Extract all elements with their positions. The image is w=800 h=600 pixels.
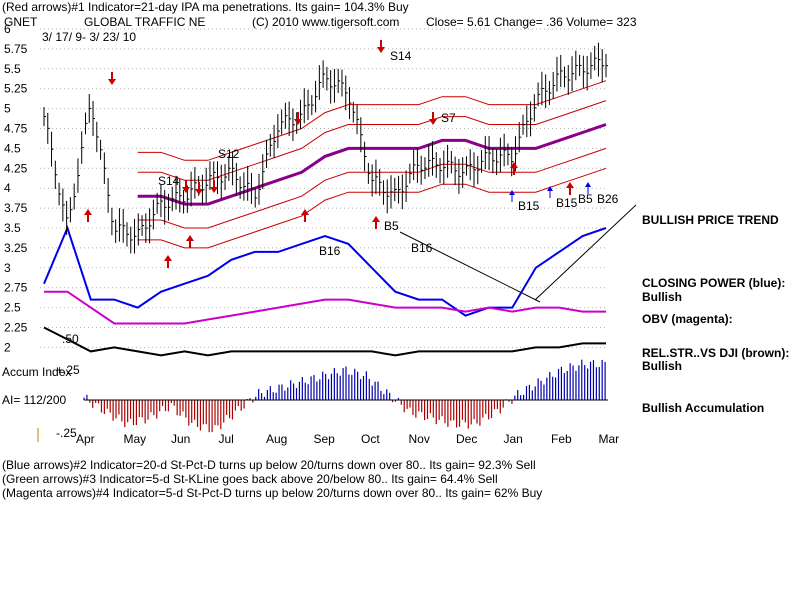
signal-label-b16-nov: B16: [411, 241, 433, 255]
signal-label-b26: B26: [597, 192, 619, 206]
x-tick-label: May: [124, 432, 147, 446]
y-tick-label: 4.75: [4, 122, 28, 136]
accum-tick-neg025: -.25: [56, 426, 77, 440]
signal-arrows: [84, 40, 591, 268]
closing-power-label: CLOSING POWER (blue):: [642, 276, 786, 290]
series-lines: [43, 123, 637, 357]
x-tick-label: Jul: [219, 432, 234, 446]
x-tick-label: Jun: [171, 432, 190, 446]
series-line-4: [137, 123, 607, 206]
blue-arrow-head: [509, 190, 515, 195]
copyright: (C) 2010 www.tigersoft.com: [252, 15, 400, 29]
accum-bars: [83, 359, 608, 433]
x-tick-label: Mar: [599, 432, 620, 446]
x-tick-label: Nov: [409, 432, 430, 446]
date-range: 3/ 17/ 9- 3/ 23/ 10: [42, 30, 137, 44]
down-arrow-head: [294, 119, 302, 125]
y-tick-label: 2.75: [4, 281, 28, 295]
trend-label: BULLISH PRICE TREND: [642, 213, 779, 227]
y-tick-label: 2.25: [4, 321, 28, 335]
accum-tick-025: +.25: [56, 363, 80, 377]
cp-downtrend-line: [399, 231, 541, 303]
y-tick-label: 4.25: [4, 161, 28, 175]
signal-label-s12: S12: [218, 147, 240, 161]
accumulation-label: Bullish Accumulation: [642, 401, 765, 415]
bullish-trend-line: [534, 204, 637, 301]
y-tick-label: 4: [4, 181, 11, 195]
signal-label-b15-b: B15: [556, 196, 578, 210]
quote-summary: Close= 5.61 Change= .36 Volume= 323: [426, 15, 637, 29]
ai-readout: AI= 112/200: [2, 393, 67, 407]
series-line-2: [44, 290, 606, 325]
y-tick-label: 6: [4, 22, 11, 36]
up-arrow-head: [301, 209, 309, 215]
y-tick-label: 5: [4, 102, 11, 116]
company-name: GLOBAL TRAFFIC NE: [84, 15, 206, 29]
y-tick-label: 3.5: [4, 221, 21, 235]
x-tick-label: Oct: [361, 432, 380, 446]
up-arrow-head: [186, 235, 194, 241]
relstr-label: REL.STR..VS DJI (brown):: [642, 346, 790, 360]
signal-label-s7: S7: [441, 111, 456, 125]
down-arrow-head: [210, 187, 218, 193]
relstr-value: Bullish: [642, 359, 683, 373]
indicator-2-caption: (Blue arrows)#2 Indicator=20-d St-Pct-D …: [2, 458, 536, 472]
upper-band-inner: [137, 100, 607, 181]
y-tick-label: 4.5: [4, 141, 21, 155]
series-line-1: [43, 225, 607, 317]
y-tick-label: 5.25: [4, 82, 28, 96]
indicator-3-caption: (Green arrows)#3 Indicator=5-d St-KLine …: [2, 472, 498, 486]
x-tick-label: Feb: [551, 432, 572, 446]
y-tick-label: 2: [4, 340, 11, 354]
closing-power-value: Bullish: [642, 290, 683, 304]
up-arrow-head: [510, 162, 518, 168]
x-tick-label: Sep: [314, 432, 336, 446]
x-tick-label: Aug: [266, 432, 287, 446]
down-arrow-head: [182, 187, 190, 193]
y-tick-label: 3.25: [4, 241, 28, 255]
down-arrow-head: [195, 189, 203, 195]
y-tick-label: 5.75: [4, 42, 28, 56]
accum-index-label: Accum Index: [2, 365, 72, 379]
y-tick-label: 3.75: [4, 201, 28, 215]
y-tick-labels: 6 5.75 5.5 5.25 5 4.75 4.5 4.25 4 3.75 3.5 3.25 3 2.7…: [4, 22, 28, 354]
down-arrow-head: [108, 79, 116, 85]
x-tick-label: Apr: [76, 432, 95, 446]
signal-label-s14-jun: S14: [158, 174, 180, 188]
x-tick-label: Dec: [456, 432, 477, 446]
obv-label: OBV (magenta):: [642, 312, 733, 326]
down-arrow-head: [377, 47, 385, 53]
up-arrow-head: [566, 182, 574, 188]
x-tick-label: Jan: [504, 432, 523, 446]
y-tick-label: 3: [4, 261, 11, 275]
price-bars: [43, 42, 608, 254]
up-arrow-head: [84, 209, 92, 215]
x-tick-labels: Apr May Jun Jul Aug Sep Oct Nov Dec Jan Feb Mar: [37, 428, 620, 446]
blue-arrow-head: [585, 182, 591, 187]
band-lines: [137, 80, 607, 249]
ticker-symbol: GNET: [4, 15, 38, 29]
indicator-1-caption: (Red arrows)#1 Indicator=21-day IPA ma p…: [2, 0, 409, 14]
indicator-4-caption: (Magenta arrows)#4 Indicator=5-d St-Pct-…: [2, 486, 543, 500]
signal-label-b5-oct: B5: [384, 219, 399, 233]
up-arrow-head: [164, 255, 172, 261]
signal-label-b16-sep: B16: [319, 244, 341, 258]
y-tick-label: 2.5: [4, 301, 21, 315]
chart-grid: [40, 28, 608, 348]
blue-arrow-head: [547, 186, 553, 191]
signal-label-b5: B5: [578, 192, 593, 206]
up-arrow-head: [372, 216, 380, 222]
y-tick-label: 5.5: [4, 62, 21, 76]
series-line-3: [43, 326, 606, 357]
signal-label-b15-a: B15: [518, 199, 540, 213]
accum-tick-050: .50: [62, 332, 79, 346]
signal-label-s14-oct: S14: [390, 49, 412, 63]
down-arrow-head: [429, 119, 437, 125]
upper-band-outer: [137, 80, 607, 161]
